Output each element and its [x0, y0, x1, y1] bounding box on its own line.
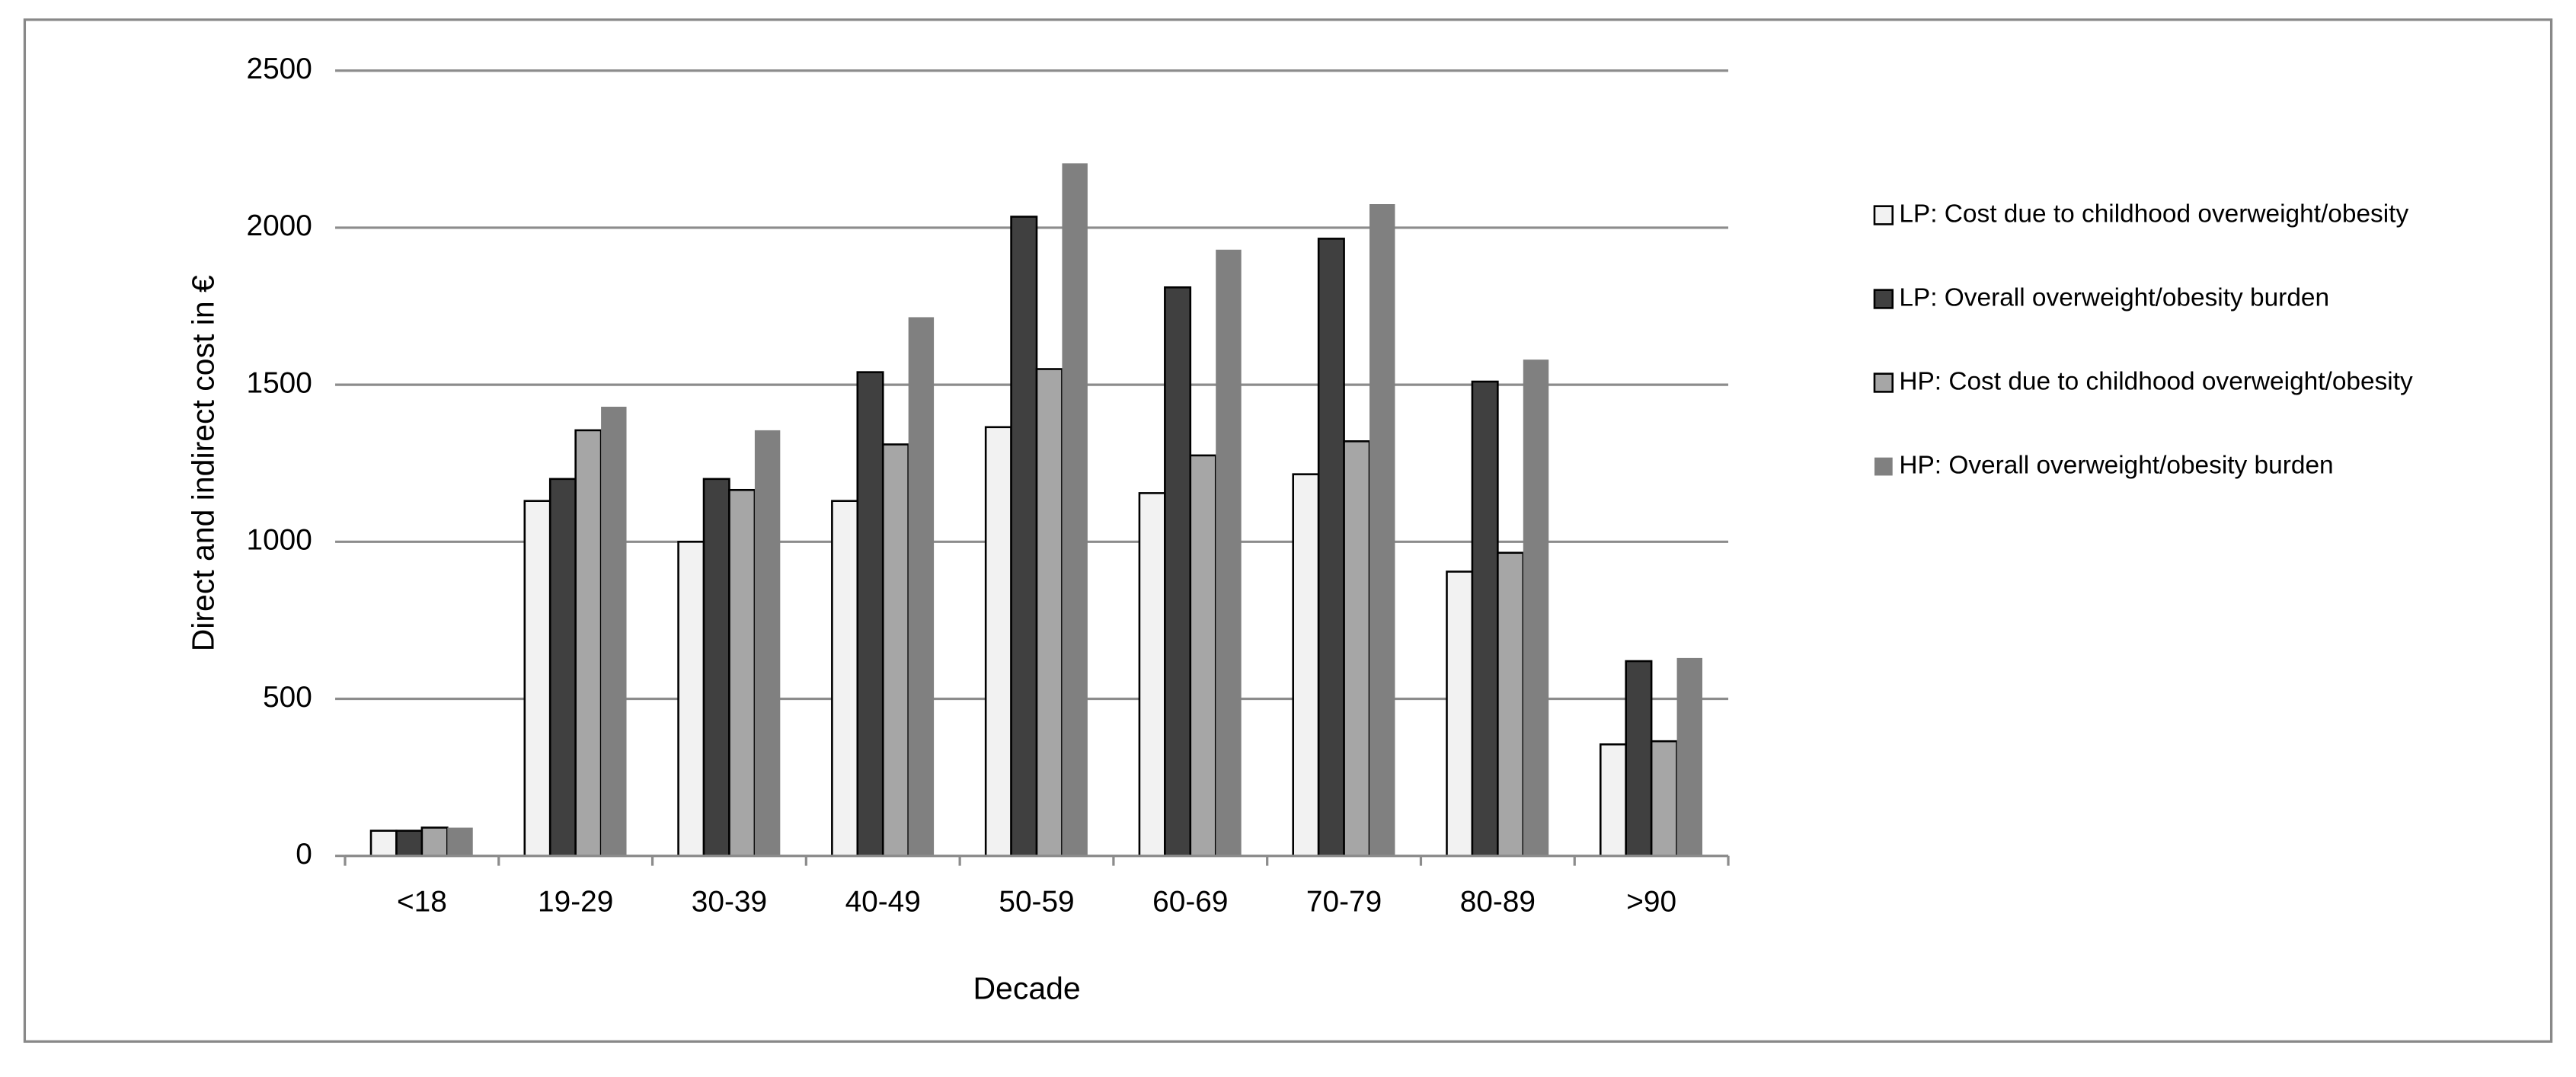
bar [1369, 204, 1395, 856]
bar [1035, 368, 1063, 857]
x-tick-label: 80-89 [1460, 885, 1536, 918]
bar [1625, 660, 1653, 857]
bar [1189, 454, 1217, 857]
x-tick-label: >90 [1626, 885, 1676, 918]
x-tick-label: 50-59 [999, 885, 1074, 918]
bar [677, 541, 705, 857]
x-tick-label: <18 [397, 885, 447, 918]
bar [1138, 492, 1166, 857]
y-tick-label: 2500 [247, 53, 312, 85]
bar [1650, 740, 1678, 857]
bar [1343, 440, 1371, 857]
y-tick-label: 1500 [247, 366, 312, 399]
bar [601, 406, 627, 856]
x-tick-label: 70-79 [1306, 885, 1382, 918]
bar [574, 429, 602, 857]
legend-marker [1873, 289, 1894, 309]
legend-marker [1874, 457, 1893, 476]
legend-label: LP: Overall overweight/obesity burden [1899, 283, 2329, 312]
bar [548, 478, 577, 857]
legend-marker [1873, 205, 1894, 225]
bar [1010, 216, 1038, 857]
bar [447, 827, 473, 856]
bar [1317, 238, 1345, 857]
bar [1062, 163, 1088, 856]
y-tick-label: 1000 [247, 524, 312, 557]
y-tick-label: 2000 [247, 209, 312, 242]
x-axis-label: Decade [973, 970, 1080, 1005]
bar [831, 500, 859, 857]
bar [702, 478, 730, 857]
chart-frame [23, 18, 2553, 1043]
y-axis-label: Direct and indirect cost in € [185, 275, 220, 651]
x-tick-label: 19-29 [538, 885, 613, 918]
legend-label: LP: Cost due to childhood overweight/obe… [1899, 200, 2408, 228]
y-tick-label: 500 [263, 681, 312, 714]
legend-marker [1873, 372, 1894, 393]
bar [1292, 473, 1320, 857]
bar [1497, 551, 1525, 857]
legend-label: HP: Overall overweight/obesity burden [1899, 451, 2333, 479]
bar [1599, 743, 1627, 857]
bar [908, 317, 935, 856]
bar [1523, 360, 1549, 856]
bar [369, 829, 398, 857]
bar [1446, 570, 1474, 857]
y-tick-label: 0 [296, 838, 312, 871]
bar [523, 500, 551, 857]
x-tick-label: 60-69 [1152, 885, 1228, 918]
bar [728, 488, 756, 857]
x-tick-label: 30-39 [692, 885, 767, 918]
bar [1216, 249, 1242, 856]
bar [1471, 380, 1499, 857]
bar [1164, 286, 1192, 857]
x-tick-label: 40-49 [845, 885, 921, 918]
bar [881, 443, 909, 857]
bar [395, 829, 423, 857]
bar [1676, 657, 1702, 856]
bar [856, 371, 884, 857]
bar [420, 826, 449, 857]
legend-label: HP: Cost due to childhood overweight/obe… [1899, 367, 2413, 395]
bar [984, 426, 1012, 857]
bar [754, 430, 781, 856]
